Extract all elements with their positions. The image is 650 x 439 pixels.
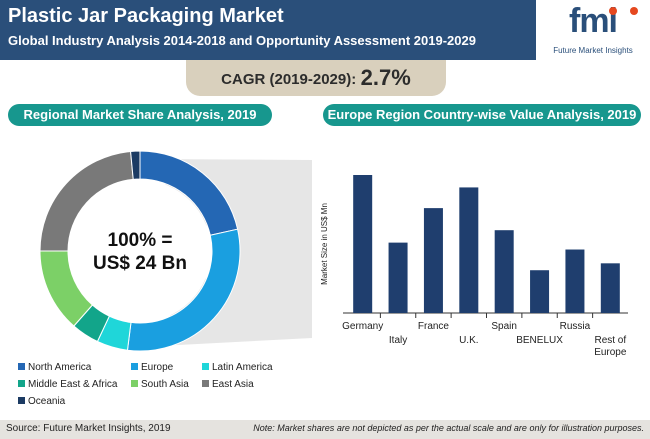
zoom-connector xyxy=(140,159,312,347)
legend-label-east-asia: East Asia xyxy=(212,379,254,390)
cagr-label: CAGR (2019-2029): xyxy=(221,71,357,88)
legend-item-south-asia: South Asia xyxy=(131,379,189,390)
bar-italy xyxy=(388,242,408,313)
legend-label-europe: Europe xyxy=(141,362,174,373)
cagr-banner: CAGR (2019-2029): 2.7% xyxy=(186,60,446,96)
legend-label-south-asia: South Asia xyxy=(141,379,189,390)
header-bar: Plastic Jar Packaging Market Global Indu… xyxy=(0,0,650,60)
bar-label-russia: Russia xyxy=(560,321,591,332)
donut-center-line2: US$ 24 Bn xyxy=(93,253,187,274)
europe-value-title: Europe Region Country-wise Value Analysi… xyxy=(323,104,641,126)
bar-label-u-k-: U.K. xyxy=(459,335,478,346)
legend-swatch-europe xyxy=(131,362,138,370)
regional-share-title: Regional Market Share Analysis, 2019 xyxy=(8,104,272,126)
logo-subtext: Future Market Insights xyxy=(553,46,633,55)
bar-germany xyxy=(353,175,373,313)
footer-bar: Source: Future Market Insights, 2019 Not… xyxy=(0,420,650,439)
fmi-logo: fmi Future Market Insights xyxy=(536,0,650,60)
legend-label-north-america: North America xyxy=(28,362,92,373)
donut-hole xyxy=(69,180,211,322)
legend-swatch-east-asia xyxy=(202,379,209,387)
legend-item-middle-east-africa: Middle East & Africa xyxy=(18,379,117,390)
source-text: Source: Future Market Insights, 2019 xyxy=(6,423,171,434)
bar-u-k- xyxy=(459,187,479,313)
legend-item-europe: Europe xyxy=(131,362,173,373)
legend-item-oceania: Oceania xyxy=(18,396,65,407)
cagr-value: 2.7% xyxy=(360,65,411,90)
page-subtitle: Global Industry Analysis 2014-2018 and O… xyxy=(8,33,476,48)
bar-benelux xyxy=(530,270,550,313)
logo-dot-icon-2 xyxy=(630,7,638,15)
bar-rest-of-europe xyxy=(600,263,620,313)
legend-swatch-oceania xyxy=(18,396,25,404)
bar-label-italy: Italy xyxy=(389,335,407,346)
legend-label-oceania: Oceania xyxy=(28,396,66,407)
note-text: Note: Market shares are not depicted as … xyxy=(253,423,644,433)
bar-label-benelux: BENELUX xyxy=(516,335,563,346)
legend-item-north-america: North America xyxy=(18,362,91,373)
bar-label-rest-of-europe: Rest of xyxy=(594,335,626,346)
legend-label-latin-america: Latin America xyxy=(212,362,273,373)
legend-item-east-asia: East Asia xyxy=(202,379,254,390)
legend-item-latin-america: Latin America xyxy=(202,362,273,373)
bar-label-spain: Spain xyxy=(491,321,517,332)
donut-center-line1: 100% = xyxy=(107,230,173,251)
donut-slice-oceania xyxy=(130,150,141,180)
bar-label-france: France xyxy=(418,321,450,332)
legend-swatch-north-america xyxy=(18,362,25,370)
bar-y-axis-label: Market Size in US$ Mn xyxy=(320,203,329,285)
donut-center-label: 100% = US$ 24 Bn xyxy=(70,229,210,275)
logo-dot-icon xyxy=(609,7,617,15)
bar-russia xyxy=(565,249,585,313)
bar-label-rest-of-europe-line2: Europe xyxy=(594,347,627,358)
bar-spain xyxy=(494,230,514,313)
page-title: Plastic Jar Packaging Market xyxy=(8,5,284,27)
legend-label-middle-east-africa: Middle East & Africa xyxy=(28,379,118,390)
bar-label-germany: Germany xyxy=(342,321,383,332)
legend-swatch-middle-east-africa xyxy=(18,379,25,387)
legend-swatch-south-asia xyxy=(131,379,138,387)
bar-france xyxy=(423,208,443,313)
legend-swatch-latin-america xyxy=(202,362,209,370)
